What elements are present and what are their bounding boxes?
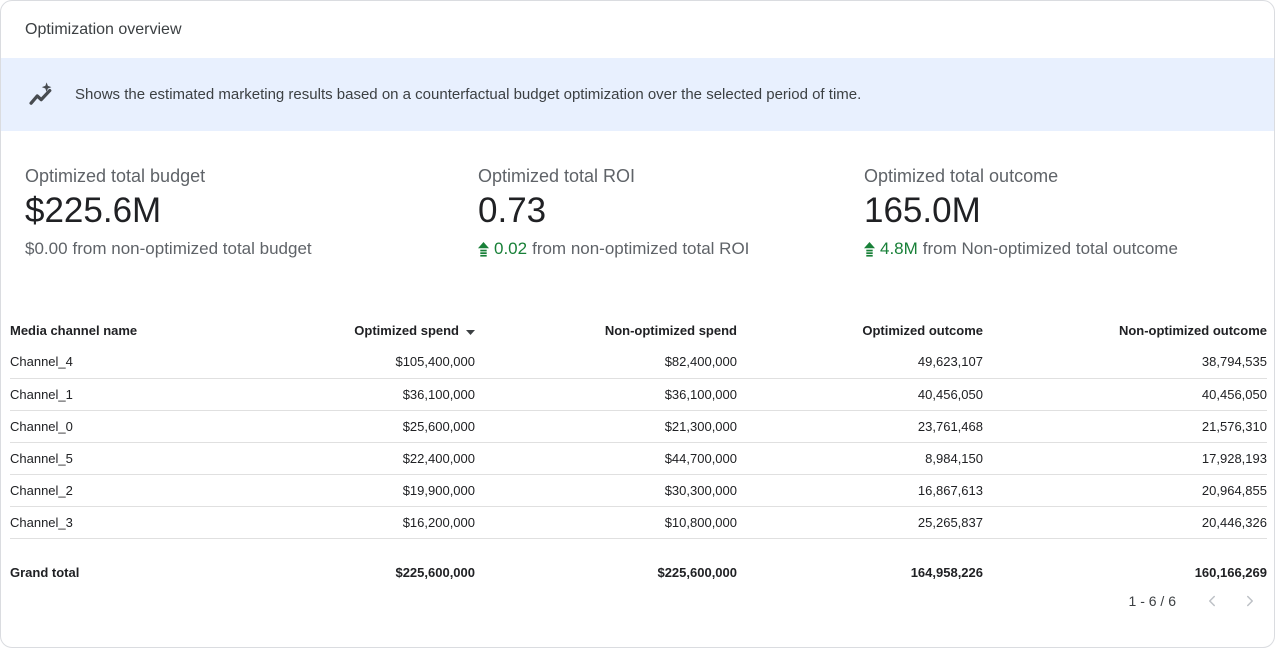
column-header-optimized-spend[interactable]: Optimized spend	[309, 314, 475, 346]
column-header-optimized-outcome[interactable]: Optimized outcome	[862, 322, 983, 338]
kpi-optimized-total-outcome: Optimized total outcome 165.0M 4.8M from…	[864, 164, 1250, 261]
cell-optimized-spend: $36,100,000	[309, 378, 475, 411]
kpi-delta-text: from non-optimized total ROI	[532, 239, 750, 258]
prev-page-button[interactable]	[1200, 589, 1224, 613]
cell-channel-name: Channel_2	[10, 474, 309, 507]
cell-optimized-outcome: 25,265,837	[737, 506, 983, 539]
grand-total-label: Grand total	[10, 564, 80, 580]
table-row: Channel_4 $105,400,000 $82,400,000 49,62…	[10, 346, 1267, 379]
chevron-left-icon	[1209, 595, 1215, 606]
cell-non-optimized-spend: $30,300,000	[475, 474, 737, 507]
cell-non-optimized-outcome: 20,446,326	[983, 506, 1267, 539]
kpi-optimized-total-budget: Optimized total budget $225.6M $0.00 fro…	[25, 164, 478, 261]
table-row: Channel_2 $19,900,000 $30,300,000 16,867…	[10, 474, 1267, 507]
cell-non-optimized-outcome: 20,964,855	[983, 474, 1267, 507]
cell-non-optimized-spend: $21,300,000	[475, 410, 737, 443]
table-header-row: Media channel name Optimized spend Non-o…	[10, 314, 1267, 346]
kpi-label: Optimized total outcome	[864, 166, 1059, 186]
grand-total-optimized-spend: $225,600,000	[395, 564, 475, 580]
kpi-delta: 4.8M from Non-optimized total outcome	[864, 237, 1250, 261]
cell-non-optimized-spend: $10,800,000	[475, 506, 737, 539]
cell-optimized-spend: $22,400,000	[309, 442, 475, 475]
kpi-delta-text: from non-optimized total budget	[72, 239, 312, 258]
page-title: Optimization overview	[25, 20, 182, 38]
kpi-label: Optimized total budget	[25, 166, 206, 186]
cell-non-optimized-spend: $36,100,000	[475, 378, 737, 411]
column-header-media-channel-name[interactable]: Media channel name	[10, 322, 138, 338]
grand-total-non-optimized-spend: $225,600,000	[657, 564, 737, 580]
table-row: Channel_0 $25,600,000 $21,300,000 23,761…	[10, 410, 1267, 443]
pagination: 1 - 6 / 6	[1, 588, 1274, 614]
grand-total-row: Grand total $225,600,000 $225,600,000 16…	[10, 538, 1267, 580]
table-row: Channel_1 $36,100,000 $36,100,000 40,456…	[10, 378, 1267, 411]
column-header-non-optimized-outcome[interactable]: Non-optimized outcome	[1118, 322, 1267, 338]
info-banner: Shows the estimated marketing results ba…	[1, 58, 1274, 131]
cell-non-optimized-outcome: 21,576,310	[983, 410, 1267, 443]
sort-desc-icon	[466, 323, 475, 338]
table-row: Channel_5 $22,400,000 $44,700,000 8,984,…	[10, 442, 1267, 475]
kpi-value: 165.0M	[864, 191, 981, 230]
cell-non-optimized-outcome: 40,456,050	[983, 378, 1267, 411]
arrow-up-icon	[478, 241, 489, 257]
cell-non-optimized-spend: $44,700,000	[475, 442, 737, 475]
cell-optimized-spend: $25,600,000	[309, 410, 475, 443]
cell-non-optimized-outcome: 38,794,535	[983, 346, 1267, 379]
cell-optimized-outcome: 8,984,150	[737, 442, 983, 475]
kpi-row: Optimized total budget $225.6M $0.00 fro…	[1, 131, 1274, 261]
cell-optimized-spend: $19,900,000	[309, 474, 475, 507]
arrow-up-icon	[864, 241, 875, 257]
cell-channel-name: Channel_0	[10, 410, 309, 443]
cell-channel-name: Channel_1	[10, 378, 309, 411]
banner-description: Shows the estimated marketing results ba…	[75, 86, 862, 103]
chevron-right-icon	[1247, 595, 1253, 606]
kpi-delta: 0.02 from non-optimized total ROI	[478, 237, 864, 261]
kpi-optimized-total-roi: Optimized total ROI 0.73 0.02 from non-o…	[478, 164, 864, 261]
cell-optimized-outcome: 23,761,468	[737, 410, 983, 443]
kpi-value: 0.73	[478, 191, 547, 230]
column-header-non-optimized-spend[interactable]: Non-optimized spend	[604, 322, 737, 338]
titlebar: Optimization overview	[1, 1, 1274, 58]
cell-optimized-spend: $105,400,000	[309, 346, 475, 379]
table-row: Channel_3 $16,200,000 $10,800,000 25,265…	[10, 506, 1267, 539]
kpi-value: $225.6M	[25, 191, 162, 230]
cell-optimized-outcome: 40,456,050	[737, 378, 983, 411]
kpi-delta-value: $0.00	[25, 239, 68, 258]
cell-non-optimized-outcome: 17,928,193	[983, 442, 1267, 475]
pagination-range: 1 - 6 / 6	[1128, 592, 1176, 609]
kpi-delta-text: from Non-optimized total outcome	[922, 239, 1178, 258]
cell-optimized-outcome: 16,867,613	[737, 474, 983, 507]
grand-total-non-optimized-outcome: 160,166,269	[1194, 564, 1267, 580]
cell-optimized-spend: $16,200,000	[309, 506, 475, 539]
kpi-delta-value: 4.8M	[880, 239, 918, 258]
cell-channel-name: Channel_5	[10, 442, 309, 475]
grand-total-optimized-outcome: 164,958,226	[910, 564, 983, 580]
cell-channel-name: Channel_4	[10, 346, 309, 379]
channel-table: Media channel name Optimized spend Non-o…	[10, 314, 1267, 580]
cell-optimized-outcome: 49,623,107	[737, 346, 983, 379]
kpi-delta-value: 0.02	[494, 239, 528, 258]
cell-non-optimized-spend: $82,400,000	[475, 346, 737, 379]
cell-channel-name: Channel_3	[10, 506, 309, 539]
insights-icon	[29, 81, 52, 105]
kpi-label: Optimized total ROI	[478, 166, 636, 186]
kpi-delta: $0.00 from non-optimized total budget	[25, 237, 478, 261]
next-page-button[interactable]	[1238, 589, 1262, 613]
